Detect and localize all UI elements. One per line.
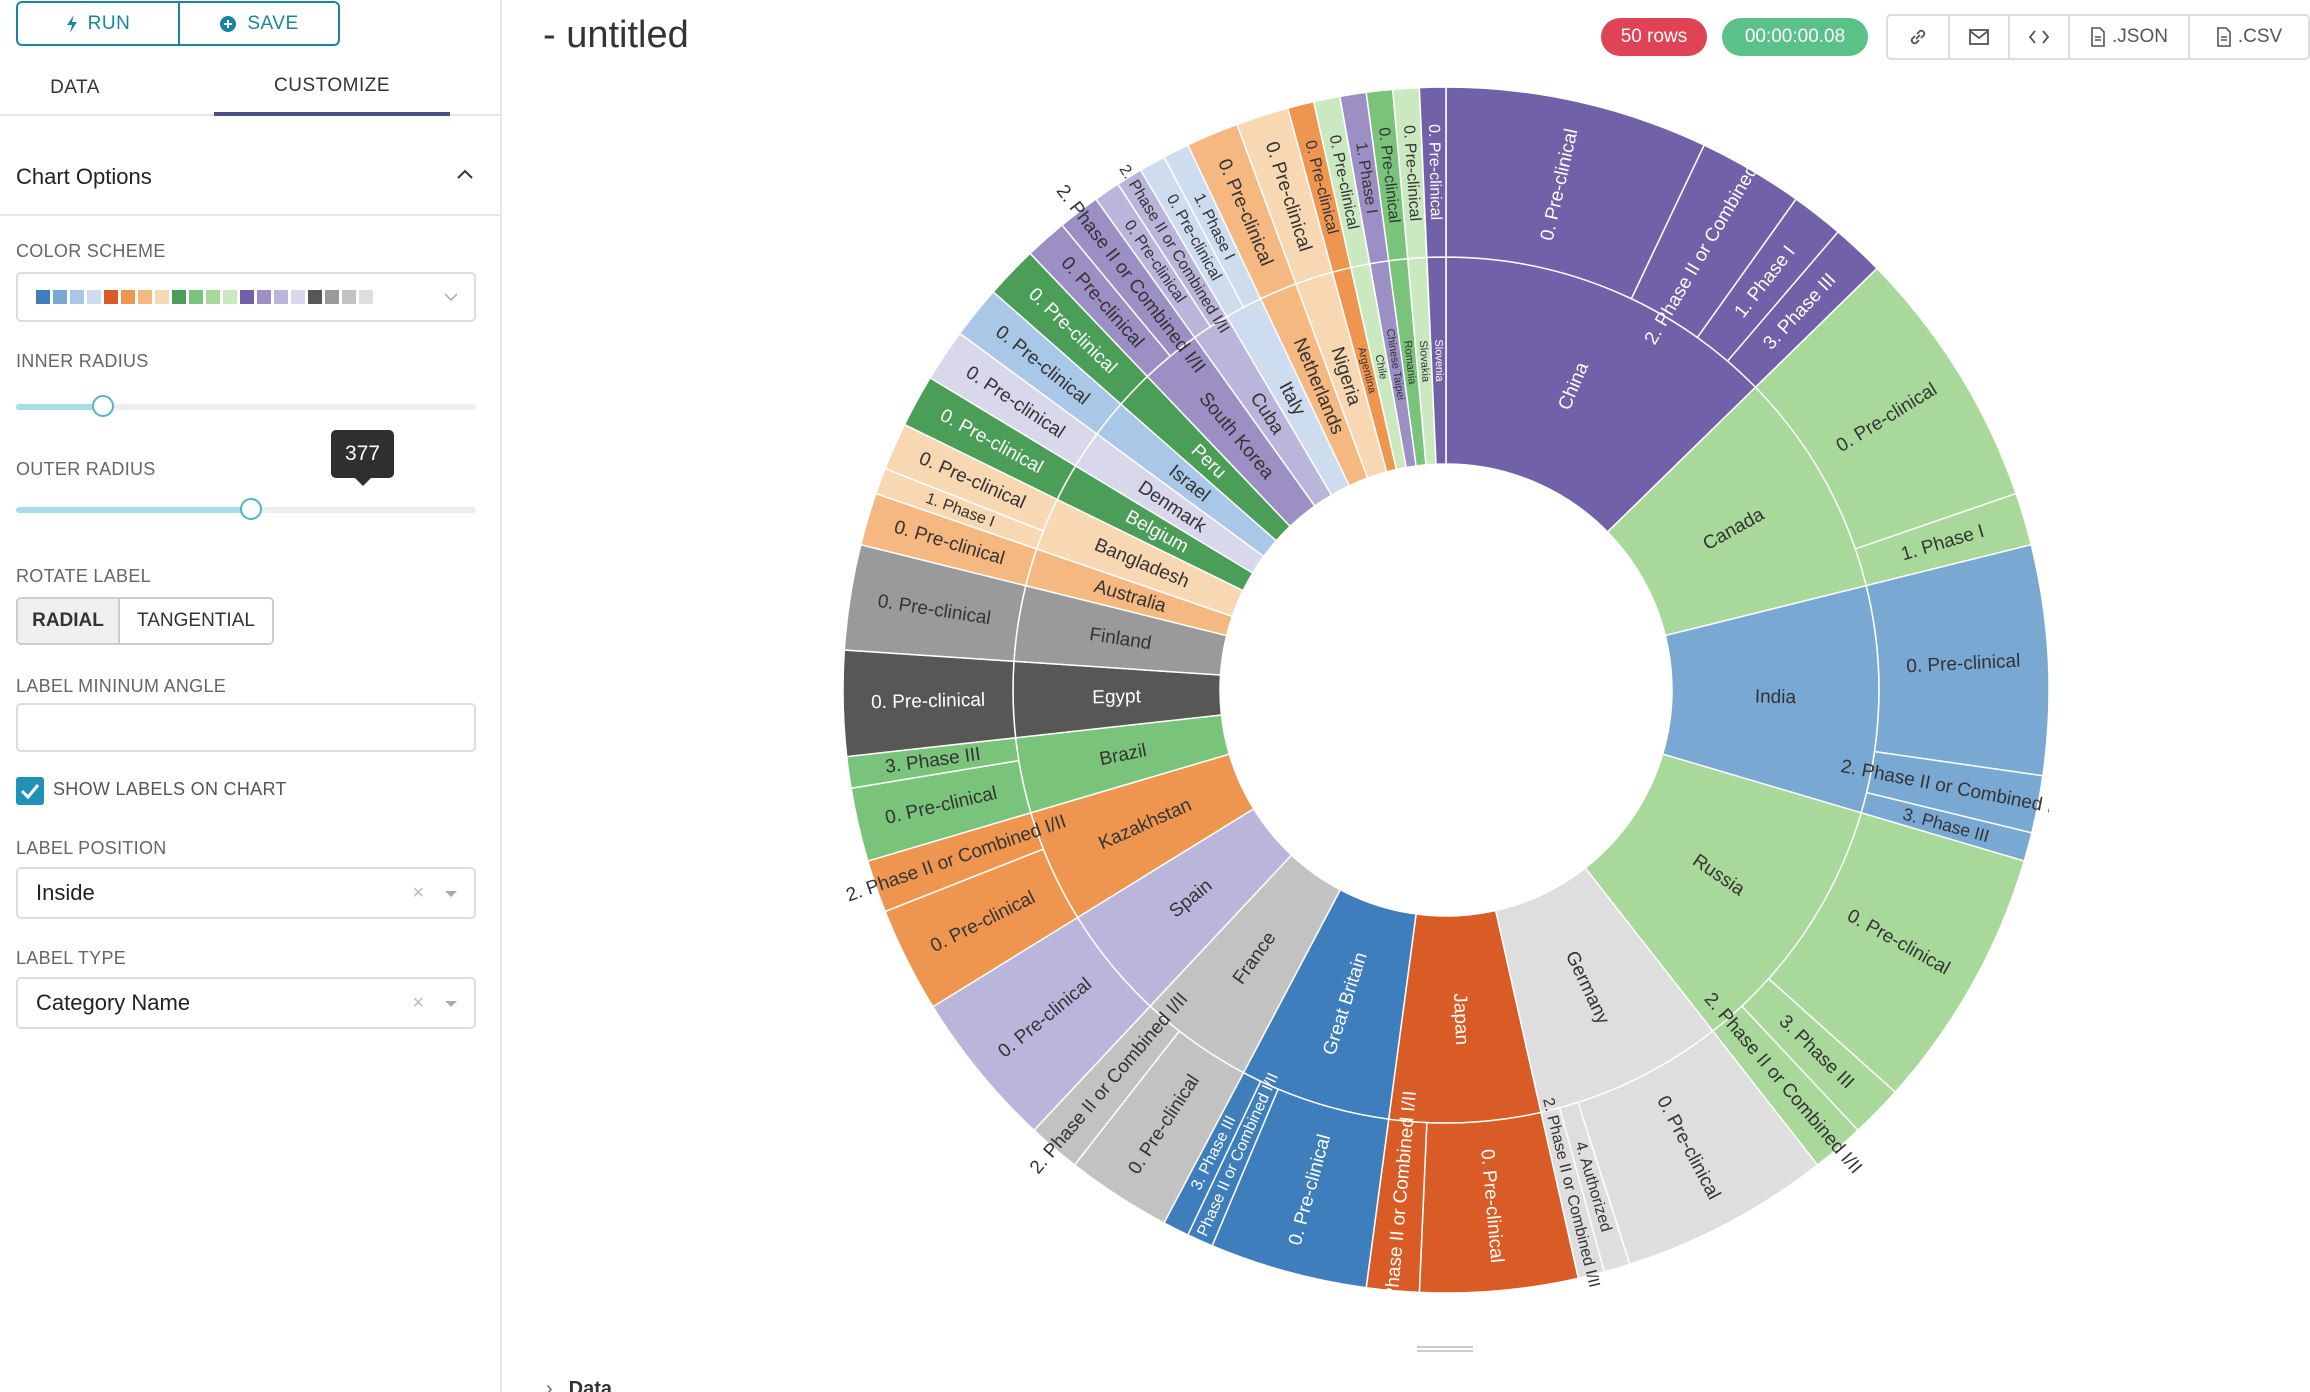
chevron-down-icon <box>444 293 458 302</box>
csv-label: .CSV <box>2237 26 2283 47</box>
color-swatch <box>138 290 152 304</box>
label-min-angle-input[interactable] <box>16 703 476 752</box>
email-button[interactable] <box>1948 16 2008 58</box>
country-label: Japan <box>1449 993 1472 1046</box>
label-position-label: LABEL POSITION <box>16 838 167 858</box>
color-swatch <box>36 290 50 304</box>
phase-label: 0. Pre-clinical <box>871 690 985 714</box>
color-scheme-select[interactable] <box>16 272 476 322</box>
show-labels-label: SHOW LABELS ON CHART <box>53 779 287 799</box>
rotate-label-label: ROTATE LABEL <box>16 566 151 586</box>
label-type-label: LABEL TYPE <box>16 948 127 968</box>
save-label: SAVE <box>247 12 299 34</box>
outer-radius-tooltip: 377 <box>331 430 395 486</box>
label-position-select[interactable]: Inside × <box>16 867 476 919</box>
sunburst-chart: 0. Pre-clinical 2. Phase II or Combined I… <box>843 87 2049 1293</box>
phase-label: 0. Pre-clinical <box>1400 125 1423 222</box>
color-swatches <box>36 290 373 304</box>
country-label: Slovenia <box>1432 339 1445 382</box>
label-position-value: Inside <box>36 880 95 905</box>
phase-arc[interactable] <box>1418 87 1447 259</box>
code-icon <box>2028 30 2050 44</box>
inner-radius-slider[interactable] <box>16 395 476 417</box>
color-swatch <box>240 290 254 304</box>
resize-handle[interactable] <box>1417 1346 1473 1352</box>
color-swatch <box>155 290 169 304</box>
control-panel: RUN SAVE DATA CUSTOMIZE Chart Options CO… <box>0 0 502 1392</box>
row-count-badge: 50 rows <box>1601 18 1707 56</box>
tangential-option[interactable]: TANGENTIAL <box>137 610 255 631</box>
export-json-button[interactable]: .JSON <box>2068 16 2188 58</box>
outer-radius-handle[interactable] <box>239 498 262 520</box>
export-toolbar: .JSON .CSV <box>1886 14 2310 60</box>
color-swatch <box>53 290 67 304</box>
country-label: Slovakia <box>1417 340 1432 383</box>
data-section-label: Data <box>568 1378 613 1392</box>
inner-radius-label: INNER RADIUS <box>16 351 149 371</box>
link-icon <box>1910 29 1926 45</box>
json-label: .JSON <box>2112 26 2168 47</box>
outer-radius-track-fill <box>16 507 251 513</box>
show-labels-checkbox[interactable] <box>16 777 44 805</box>
tab-data[interactable]: DATA <box>50 77 100 98</box>
color-swatch <box>104 290 118 304</box>
rotate-label-toggle: RADIAL TANGENTIAL <box>16 597 274 645</box>
color-scheme-label: COLOR SCHEME <box>16 241 166 261</box>
country-label: India <box>1755 686 1797 708</box>
color-swatch <box>342 290 356 304</box>
radial-option[interactable]: RADIAL <box>18 599 120 643</box>
chart-options-header[interactable]: Chart Options <box>0 140 500 216</box>
color-swatch <box>359 290 373 304</box>
run-button[interactable]: RUN <box>18 3 178 44</box>
color-swatch <box>172 290 186 304</box>
label-type-value: Category Name <box>36 990 191 1015</box>
run-save-group: RUN SAVE <box>16 1 340 46</box>
query-time-badge: 00:00:00.08 <box>1722 18 1868 56</box>
color-swatch <box>257 290 271 304</box>
run-label: RUN <box>87 12 131 34</box>
outer-radius-label: OUTER RADIUS <box>16 459 156 479</box>
color-swatch <box>274 290 288 304</box>
save-button[interactable]: SAVE <box>178 3 338 44</box>
caret-down-icon <box>445 1001 457 1007</box>
color-swatch <box>70 290 84 304</box>
color-swatch <box>189 290 203 304</box>
export-csv-button[interactable]: .CSV <box>2188 16 2308 58</box>
plus-circle-icon <box>220 15 237 32</box>
color-swatch <box>223 290 237 304</box>
color-swatch <box>87 290 101 304</box>
section-title: Chart Options <box>16 164 152 189</box>
clear-icon[interactable]: × <box>412 882 424 904</box>
caret-down-icon <box>445 891 457 897</box>
color-swatch <box>121 290 135 304</box>
embed-code-button[interactable] <box>2008 16 2068 58</box>
envelope-icon <box>1969 29 1989 45</box>
chevron-right-icon: › <box>546 1378 553 1392</box>
inner-radius-handle[interactable] <box>92 395 115 417</box>
country-label: Romania <box>1401 340 1418 386</box>
color-swatch <box>325 290 339 304</box>
color-swatch <box>206 290 220 304</box>
inner-radius-track-fill <box>16 404 104 410</box>
color-swatch <box>291 290 305 304</box>
chart-title[interactable]: - untitled <box>543 14 689 56</box>
bolt-icon <box>66 14 77 33</box>
country-label: Egypt <box>1092 686 1142 708</box>
outer-radius-slider[interactable] <box>16 498 476 520</box>
phase-label: 0. Pre-clinical <box>1425 124 1444 220</box>
data-section-toggle[interactable]: › Data <box>546 1378 612 1392</box>
color-swatch <box>308 290 322 304</box>
clear-icon[interactable]: × <box>412 992 424 1014</box>
copy-link-button[interactable] <box>1888 16 1948 58</box>
file-icon <box>2217 27 2231 47</box>
country-label: Chile <box>1372 354 1389 381</box>
tab-customize[interactable]: CUSTOMIZE <box>214 60 450 116</box>
file-icon <box>2091 27 2105 47</box>
label-min-angle-label: LABEL MININUM ANGLE <box>16 676 227 696</box>
chevron-up-icon <box>457 169 473 179</box>
panel-tabs: DATA CUSTOMIZE <box>0 60 500 116</box>
checkmark-icon <box>20 784 40 800</box>
label-type-select[interactable]: Category Name × <box>16 977 476 1029</box>
